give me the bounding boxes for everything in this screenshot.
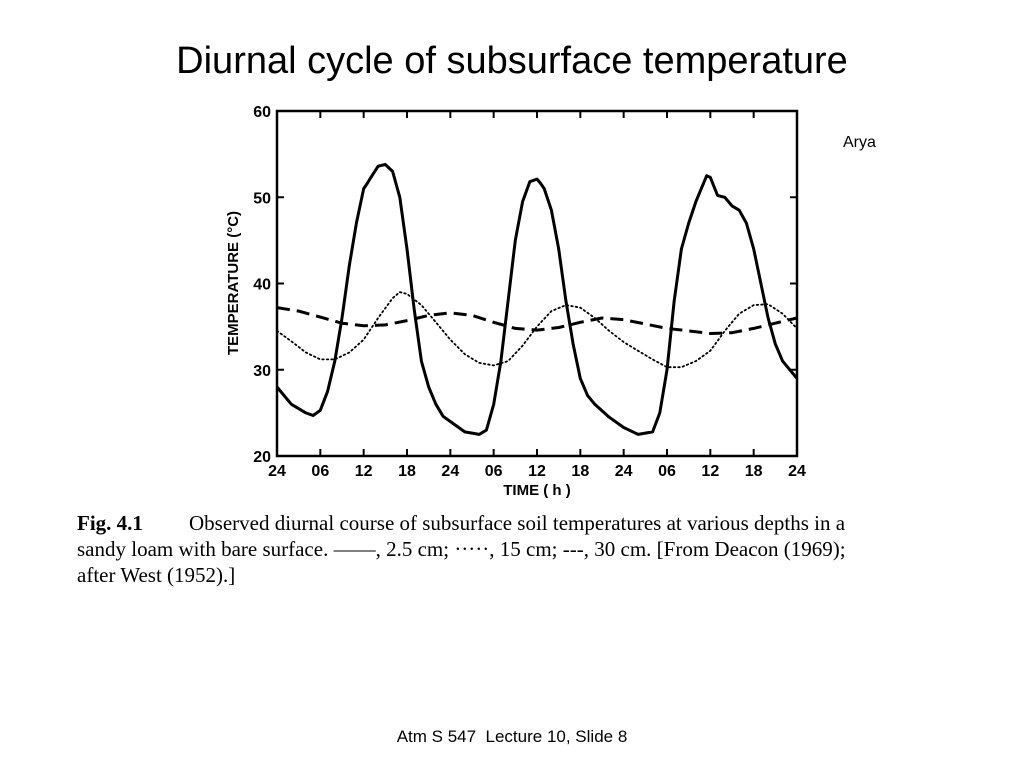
- caption-line-2: sandy loam with bare surface. ——, 2.5 cm…: [77, 537, 846, 561]
- series-line-solid: [275, 163, 799, 436]
- x-tick-label: 12: [701, 463, 719, 480]
- x-tick-label: 18: [398, 463, 416, 480]
- x-tick-label: 12: [528, 463, 546, 480]
- series-group: [275, 163, 799, 436]
- slide-footer: Atm S 547 Lecture 10, Slide 8: [396, 727, 628, 746]
- x-tick-label: 24: [441, 463, 459, 480]
- caption-line-3: after West (1952).]: [77, 563, 236, 587]
- series-line-dotted: [276, 291, 798, 369]
- tick-marks: [276, 110, 798, 457]
- x-tick-label: 24: [788, 463, 806, 480]
- x-tick-label: 18: [745, 463, 763, 480]
- x-tick-label: 24: [615, 463, 633, 480]
- y-tick-label: 50: [253, 190, 271, 207]
- caption-label: Fig. 4.1: [77, 511, 143, 535]
- x-axis-label: TIME ( h ): [503, 482, 571, 499]
- x-tick-label: 06: [658, 463, 676, 480]
- caption-text-1: Observed diurnal course of subsurface so…: [189, 511, 846, 535]
- y-tick-label: 20: [253, 449, 271, 466]
- y-tick-label: 60: [253, 104, 271, 121]
- caption-line-1: Fig. 4.1 Observed diurnal course of subsu…: [77, 510, 982, 536]
- x-tick-label: 12: [355, 463, 373, 480]
- x-tick-label: 06: [311, 463, 329, 480]
- y-tick-label: 40: [253, 277, 271, 294]
- y-tick-label: 30: [253, 363, 271, 380]
- x-tick-label: 06: [485, 463, 503, 480]
- credit-text: Arya: [843, 134, 876, 151]
- x-tick-label: 18: [571, 463, 589, 480]
- plot-frame: [275, 109, 799, 458]
- y-axis-label: TEMPERATURE (°C): [225, 211, 242, 355]
- x-tick-label: 24: [268, 463, 286, 480]
- slide-title: Diurnal cycle of subsurface temperature: [176, 40, 848, 82]
- series-line-dashed: [276, 306, 798, 335]
- figure-caption: Fig. 4.1 Observed diurnal course of subsu…: [77, 510, 982, 588]
